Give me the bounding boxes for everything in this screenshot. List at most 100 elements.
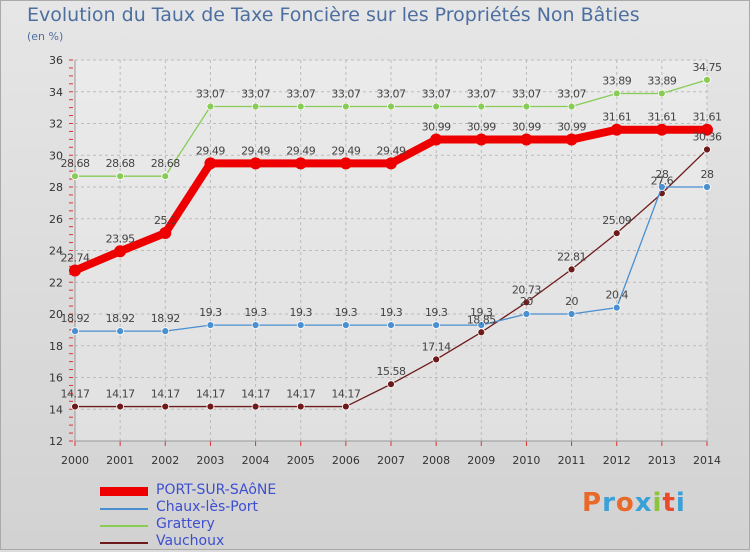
data-point-grattery — [657, 89, 666, 98]
data-label-grattery: 33.07 — [377, 88, 406, 101]
data-label-port-sur-saone: 29.49 — [196, 144, 225, 157]
data-label-grattery: 33.89 — [602, 74, 631, 87]
y-tick-label: 20 — [49, 308, 63, 321]
x-tick-label: 2001 — [106, 454, 134, 467]
data-point-port-sur-saone — [69, 264, 81, 277]
x-tick-label: 2005 — [287, 454, 315, 467]
data-point-chaux-les-port — [522, 310, 531, 318]
logo-letter: o — [615, 488, 635, 518]
data-point-vauchoux — [522, 298, 531, 307]
data-point-vauchoux — [71, 402, 79, 411]
x-tick-label: 2014 — [693, 454, 721, 467]
y-tick-label: 36 — [49, 54, 63, 67]
logo-letter: i — [652, 488, 663, 518]
y-tick-label: 12 — [49, 435, 63, 448]
legend-swatch-vauchoux — [100, 542, 148, 544]
data-label-chaux-les-port: 18.92 — [106, 312, 135, 325]
x-tick-label: 2009 — [467, 454, 495, 467]
x-tick-label: 2003 — [196, 454, 224, 467]
data-label-port-sur-saone: 31.61 — [693, 111, 722, 124]
legend-label-grattery: Grattery — [156, 516, 215, 532]
data-point-grattery — [432, 102, 441, 111]
data-point-grattery — [522, 102, 531, 111]
data-point-port-sur-saone — [430, 133, 443, 146]
data-point-chaux-les-port — [567, 310, 576, 318]
legend-swatch-port-sur-saone — [100, 487, 148, 496]
data-label-chaux-les-port: 18.92 — [151, 312, 180, 325]
data-point-vauchoux — [612, 229, 621, 238]
data-label-port-sur-saone: 30.99 — [512, 121, 541, 134]
data-point-vauchoux — [432, 355, 441, 364]
data-label-grattery: 33.07 — [196, 88, 225, 101]
unit-label: (en %) — [27, 30, 64, 43]
data-label-vauchoux: 14.17 — [331, 388, 360, 401]
data-point-vauchoux — [161, 402, 170, 411]
x-tick-label: 2013 — [648, 454, 676, 467]
data-label-chaux-les-port: 28 — [655, 168, 668, 181]
data-point-vauchoux — [116, 402, 125, 411]
x-tick-label: 2002 — [151, 454, 179, 467]
legend-swatch-chaux-les-port — [100, 508, 148, 510]
chart-title: Evolution du Taux de Taxe Foncière sur l… — [27, 4, 640, 26]
data-label-vauchoux: 25.09 — [602, 214, 631, 227]
x-tick-label: 2007 — [377, 454, 405, 467]
data-point-grattery — [341, 102, 350, 111]
data-point-grattery — [251, 102, 260, 111]
data-point-chaux-les-port — [387, 321, 395, 330]
data-point-chaux-les-port — [477, 321, 486, 330]
data-label-grattery: 28.68 — [151, 157, 180, 170]
logo-letter: i — [675, 488, 686, 518]
data-point-chaux-les-port — [161, 327, 170, 336]
data-label-grattery: 34.75 — [693, 61, 722, 74]
data-label-vauchoux: 14.17 — [241, 388, 270, 401]
data-label-vauchoux: 27.6 — [651, 174, 674, 187]
data-point-port-sur-saone — [114, 245, 127, 258]
data-label-port-sur-saone: 31.61 — [602, 111, 631, 124]
data-point-port-sur-saone — [520, 133, 533, 146]
data-point-port-sur-saone — [610, 123, 623, 136]
y-tick-label: 32 — [49, 118, 63, 131]
data-label-port-sur-saone: 30.99 — [467, 121, 496, 134]
data-label-vauchoux: 14.17 — [106, 388, 135, 401]
data-label-chaux-les-port: 19.3 — [425, 306, 448, 319]
data-label-port-sur-saone: 29.49 — [331, 144, 360, 157]
data-label-vauchoux: 15.58 — [377, 365, 406, 378]
data-label-grattery: 28.68 — [61, 157, 90, 170]
data-label-chaux-les-port: 19.3 — [289, 306, 312, 319]
data-label-port-sur-saone: 30.99 — [422, 121, 451, 134]
data-label-port-sur-saone: 22.74 — [61, 252, 90, 265]
data-label-grattery: 33.89 — [647, 74, 676, 87]
y-tick-label: 26 — [49, 213, 63, 226]
data-point-vauchoux — [703, 145, 711, 154]
y-tick-label: 28 — [49, 181, 63, 194]
data-label-vauchoux: 30.36 — [693, 131, 722, 144]
data-label-chaux-les-port: 20.4 — [605, 289, 628, 302]
data-label-vauchoux: 17.14 — [422, 340, 451, 353]
data-point-port-sur-saone — [385, 157, 397, 170]
data-label-chaux-les-port: 19.3 — [380, 306, 403, 319]
data-point-chaux-les-port — [296, 321, 305, 330]
x-tick-label: 2010 — [512, 454, 540, 467]
data-point-vauchoux — [477, 328, 486, 337]
data-label-vauchoux: 14.17 — [196, 388, 225, 401]
data-point-vauchoux — [296, 402, 305, 411]
data-point-chaux-les-port — [116, 327, 125, 336]
data-label-chaux-les-port: 18.92 — [61, 312, 90, 325]
y-tick-label: 16 — [49, 372, 63, 385]
data-point-vauchoux — [567, 265, 576, 274]
data-point-port-sur-saone — [339, 157, 352, 170]
data-point-grattery — [703, 75, 711, 84]
legend-label-vauchoux: Vauchoux — [156, 533, 225, 549]
data-label-grattery: 33.07 — [241, 88, 270, 101]
legend-label-port-sur-saone: PORT-SUR-SAôNE — [156, 482, 277, 498]
data-label-vauchoux: 14.17 — [286, 388, 315, 401]
data-label-grattery: 33.07 — [467, 88, 496, 101]
data-label-grattery: 28.68 — [106, 157, 135, 170]
data-point-port-sur-saone — [159, 227, 172, 240]
x-tick-label: 2004 — [242, 454, 270, 467]
data-point-port-sur-saone — [204, 157, 217, 170]
data-point-port-sur-saone — [565, 133, 578, 146]
data-label-port-sur-saone: 29.49 — [377, 144, 406, 157]
y-tick-label: 18 — [49, 340, 63, 353]
